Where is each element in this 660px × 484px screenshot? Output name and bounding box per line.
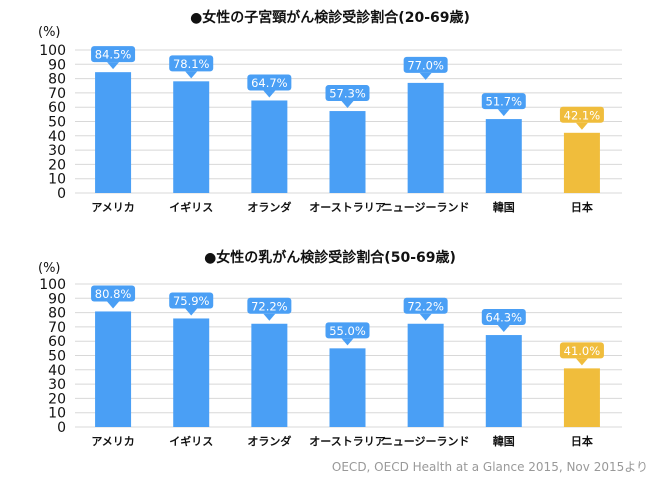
x-tick-label: ニュージーランド — [382, 435, 470, 448]
y-tick-label: 30 — [48, 143, 66, 159]
data-label-pointer — [419, 72, 432, 80]
x-tick-label: 韓国 — [493, 200, 515, 214]
data-label-pointer — [419, 313, 432, 321]
bar — [95, 311, 132, 427]
x-tick-label: アメリカ — [91, 435, 134, 448]
data-label-pointer — [185, 71, 198, 79]
bar — [407, 82, 444, 193]
bar — [485, 335, 522, 427]
data-label-box — [403, 56, 448, 73]
bar — [563, 368, 600, 427]
data-label: 75.9% — [173, 294, 210, 308]
data-label: 42.1% — [564, 108, 601, 122]
y-tick-label: 80 — [48, 72, 66, 88]
y-tick-label: 10 — [48, 406, 66, 422]
data-label: 51.7% — [486, 95, 523, 109]
x-tick-label: アメリカ — [91, 201, 134, 214]
y-tick-label: 60 — [48, 100, 66, 116]
x-tick-label: オランダ — [247, 200, 291, 214]
data-label-box — [91, 46, 136, 63]
data-label-box — [481, 309, 526, 326]
data-label: 78.1% — [173, 57, 210, 71]
data-label-pointer — [497, 325, 510, 333]
data-label-box — [481, 93, 526, 110]
data-label-pointer — [107, 62, 120, 70]
data-label-pointer — [575, 358, 588, 366]
x-tick-label: イギリス — [169, 434, 213, 448]
y-tick-label: 20 — [48, 157, 66, 173]
y-tick-label: 40 — [48, 363, 66, 379]
bar — [173, 318, 210, 427]
x-tick-label: 韓国 — [493, 434, 515, 448]
data-label-box — [325, 322, 370, 339]
data-label: 64.7% — [251, 76, 288, 90]
data-label: 77.0% — [407, 58, 444, 72]
data-label-pointer — [185, 308, 198, 316]
data-label-box — [325, 85, 370, 102]
data-label-pointer — [575, 122, 588, 130]
data-label: 80.8% — [95, 287, 132, 301]
y-tick-label: 100 — [39, 277, 66, 293]
data-label-box — [403, 297, 448, 314]
bar — [407, 323, 444, 427]
data-label-pointer — [263, 313, 276, 321]
y-axis-unit: (%) — [38, 25, 61, 40]
data-label-pointer — [263, 90, 276, 98]
bar — [173, 81, 210, 193]
y-tick-label: 100 — [39, 43, 66, 59]
x-tick-label: オランダ — [247, 434, 291, 448]
bar — [329, 348, 366, 427]
data-label-box — [247, 74, 292, 91]
bar — [95, 72, 132, 193]
data-label: 64.3% — [486, 311, 523, 325]
x-tick-label: オーストラリア — [309, 201, 385, 214]
y-tick-label: 50 — [48, 349, 66, 365]
x-tick-label: 日本 — [571, 434, 593, 448]
y-tick-label: 50 — [48, 115, 66, 131]
y-tick-label: 30 — [48, 377, 66, 393]
data-label: 57.3% — [329, 87, 366, 101]
data-label: 55.0% — [329, 324, 366, 338]
y-tick-label: 70 — [48, 86, 66, 102]
bar — [251, 323, 288, 427]
y-tick-label: 0 — [57, 186, 66, 202]
bar — [485, 119, 522, 193]
x-tick-label: 日本 — [571, 200, 593, 214]
x-tick-label: イギリス — [169, 200, 213, 214]
data-label-box — [91, 285, 136, 302]
bar — [563, 132, 600, 193]
data-label: 41.0% — [564, 344, 601, 358]
y-tick-label: 20 — [48, 391, 66, 407]
chart-title: ●女性の乳がん検診受診割合(50-69歳) — [204, 249, 456, 266]
y-tick-label: 10 — [48, 172, 66, 188]
data-label: 72.2% — [407, 299, 444, 313]
y-tick-label: 90 — [48, 57, 66, 73]
y-tick-label: 90 — [48, 291, 66, 307]
bar — [251, 100, 288, 193]
data-label-pointer — [341, 101, 354, 109]
data-label-box — [169, 292, 214, 309]
y-tick-label: 70 — [48, 320, 66, 336]
y-tick-label: 40 — [48, 129, 66, 145]
data-label-pointer — [341, 338, 354, 346]
data-label-box — [559, 342, 604, 359]
y-tick-label: 80 — [48, 306, 66, 322]
x-tick-label: ニュージーランド — [382, 201, 470, 214]
bar — [329, 111, 366, 193]
data-label-box — [247, 297, 292, 314]
y-tick-label: 0 — [57, 420, 66, 436]
y-axis-unit: (%) — [38, 261, 61, 276]
x-tick-label: オーストラリア — [309, 435, 385, 448]
data-label-pointer — [107, 301, 120, 309]
data-label-box — [169, 55, 214, 72]
y-tick-label: 60 — [48, 334, 66, 350]
data-label-pointer — [497, 109, 510, 117]
source-note: OECD, OECD Health at a Glance 2015, Nov … — [331, 460, 648, 474]
data-label: 84.5% — [95, 48, 132, 62]
chart-title: ●女性の子宮頸がん検診受診割合(20-69歳) — [190, 9, 470, 26]
data-label: 72.2% — [251, 299, 288, 313]
data-label-box — [559, 106, 604, 123]
